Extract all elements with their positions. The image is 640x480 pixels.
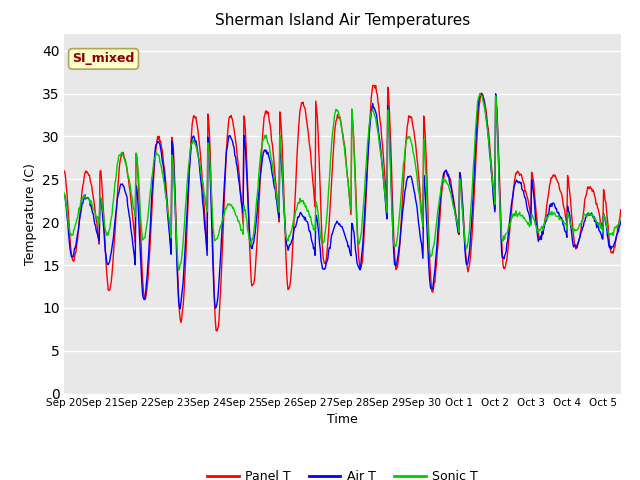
- Sonic T: [63, 203, 70, 208]
- Air T: [474, 108, 481, 114]
- Air T: [298, 213, 306, 218]
- Line: Sonic T: Sonic T: [64, 94, 621, 270]
- Air T: [319, 266, 327, 272]
- Sonic T: [60, 190, 68, 196]
- Sonic T: [138, 231, 146, 237]
- Panel T: [475, 112, 483, 118]
- Sonic T: [474, 99, 481, 105]
- Air T: [60, 191, 68, 197]
- Line: Air T: Air T: [64, 94, 621, 309]
- Air T: [477, 91, 484, 96]
- Air T: [63, 204, 70, 210]
- Text: SI_mixed: SI_mixed: [72, 52, 135, 65]
- Panel T: [461, 239, 468, 244]
- Sonic T: [298, 198, 306, 204]
- Panel T: [298, 101, 306, 107]
- Air T: [138, 282, 146, 288]
- Sonic T: [476, 91, 484, 96]
- Y-axis label: Temperature (C): Temperature (C): [24, 163, 36, 264]
- Sonic T: [460, 228, 468, 234]
- Line: Panel T: Panel T: [64, 85, 621, 331]
- Title: Sherman Island Air Temperatures: Sherman Island Air Temperatures: [215, 13, 470, 28]
- Panel T: [138, 264, 146, 269]
- Air T: [460, 233, 468, 239]
- Sonic T: [617, 218, 625, 224]
- Panel T: [60, 168, 68, 174]
- Panel T: [369, 83, 376, 88]
- Panel T: [617, 207, 625, 213]
- Air T: [176, 306, 184, 312]
- Sonic T: [319, 240, 327, 245]
- Legend: Panel T, Air T, Sonic T: Panel T, Air T, Sonic T: [202, 465, 483, 480]
- Sonic T: [175, 267, 182, 273]
- Panel T: [319, 256, 327, 262]
- Air T: [617, 218, 625, 224]
- Panel T: [63, 182, 70, 188]
- X-axis label: Time: Time: [327, 413, 358, 426]
- Panel T: [213, 328, 221, 334]
